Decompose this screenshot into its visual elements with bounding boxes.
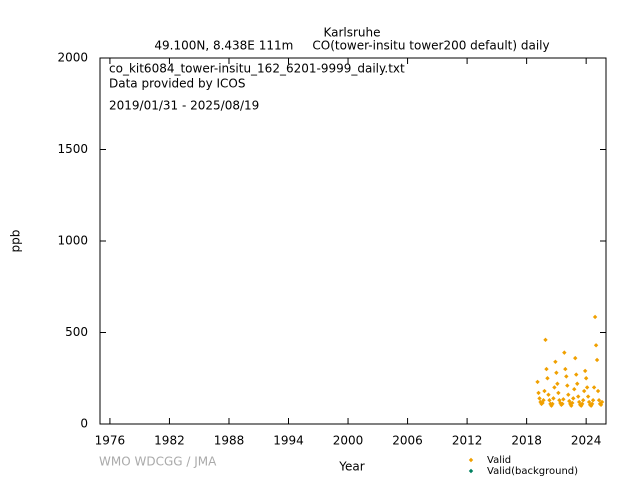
data-point (596, 398, 602, 403)
data-point (579, 401, 585, 407)
data-point (572, 387, 577, 392)
data-point (583, 376, 589, 381)
data-point (585, 394, 591, 399)
data-point (555, 381, 560, 386)
data-point (566, 392, 571, 397)
chart-title: Karlsruhe (323, 26, 380, 40)
y-tick-label: 2000 (57, 51, 88, 65)
data-point (560, 401, 565, 407)
legend-marker (468, 468, 474, 474)
data-point (558, 400, 563, 406)
y-axis-label: ppb (9, 230, 23, 253)
data-point (551, 396, 556, 401)
data-point (554, 370, 559, 375)
data-point (594, 357, 600, 363)
data-point (561, 397, 566, 402)
plot-frame (99, 57, 607, 425)
x-tick-label: 1976 (95, 434, 126, 448)
annotation: 2019/01/31 - 2025/08/19 (109, 99, 259, 113)
data-point (565, 383, 570, 388)
data-point (550, 401, 555, 407)
y-tick-label: 500 (65, 325, 88, 339)
data-point (562, 350, 567, 355)
data-point (541, 398, 546, 403)
legend-label: Valid(background) (487, 466, 578, 477)
data-point (537, 396, 542, 401)
annotation: Data provided by ICOS (109, 77, 245, 91)
legend-marker (468, 457, 474, 463)
chart-subtitle: 49.100N, 8.438E 111m CO(tower-insitu tow… (154, 39, 549, 53)
x-tick-label: 2012 (452, 434, 483, 448)
data-point (571, 396, 576, 401)
data-point (574, 372, 579, 377)
credit: WMO WDCGG / JMA (99, 455, 217, 469)
data-point (589, 401, 595, 407)
annotation: co_kit6084_tower-insitu_162_6201-9999_da… (109, 62, 405, 76)
data-point (545, 376, 550, 381)
y-tick-label: 1500 (57, 142, 88, 156)
data-point (590, 398, 596, 403)
data-point (580, 398, 586, 403)
data-point (564, 374, 569, 379)
data-point (575, 381, 580, 386)
data-point (591, 385, 597, 390)
data-point (570, 400, 575, 406)
data-point (536, 390, 541, 396)
data-point (538, 399, 543, 405)
x-tick-label: 1982 (154, 434, 185, 448)
data-point (582, 368, 588, 374)
data-point (581, 388, 587, 394)
data-point (544, 366, 549, 372)
x-axis-label: Year (338, 460, 364, 474)
y-tick-label: 0 (80, 417, 88, 431)
data-point (546, 392, 551, 397)
legend-label: Valid (487, 455, 511, 466)
x-tick-label: 2024 (571, 434, 602, 448)
data-point (584, 385, 590, 390)
data-point (563, 366, 568, 372)
data-point (542, 388, 547, 394)
data-point (599, 399, 605, 405)
data-point (573, 355, 578, 361)
data-point (595, 388, 601, 394)
x-tick-label: 2018 (511, 434, 542, 448)
x-tick-label: 2006 (392, 434, 423, 448)
data-point (553, 359, 558, 364)
data-point (543, 337, 548, 343)
x-tick-label: 1994 (273, 434, 304, 448)
data-point (552, 385, 557, 390)
data-point (535, 379, 540, 385)
data-point (576, 394, 581, 399)
data-point (547, 398, 552, 403)
data-point (592, 314, 598, 320)
y-tick-label: 1000 (57, 234, 88, 248)
data-point (593, 343, 599, 348)
x-tick-label: 1988 (214, 434, 245, 448)
data-point (556, 390, 561, 396)
x-tick-label: 2000 (333, 434, 364, 448)
